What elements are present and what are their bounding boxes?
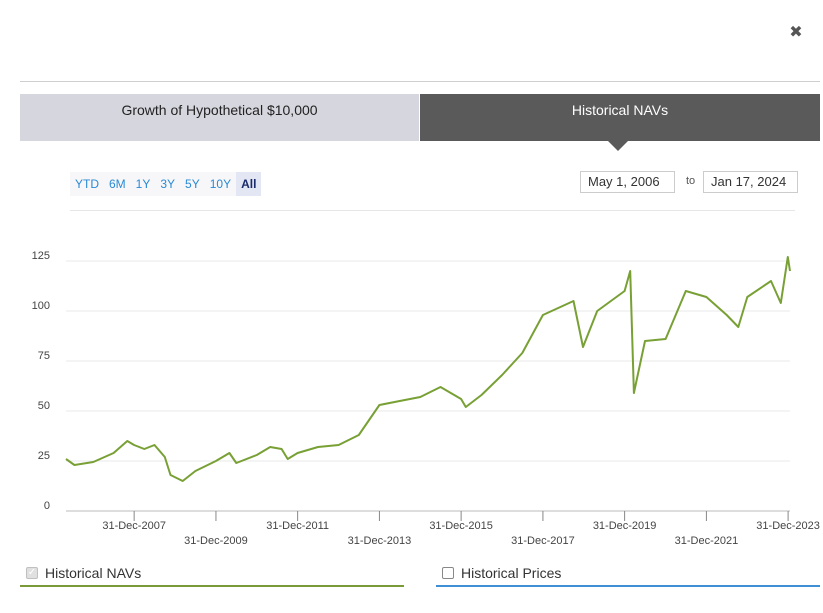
range-5y-button[interactable]: 5Y xyxy=(185,177,200,191)
y-tick-label: 75 xyxy=(38,350,50,362)
legend-navs-label: Historical NAVs xyxy=(45,564,142,581)
legend-historical-navs[interactable]: ✓ Historical NAVs xyxy=(20,560,404,587)
range-ytd-button[interactable]: YTD xyxy=(75,177,99,191)
x-tick-label: 31-Dec-2007 xyxy=(102,520,166,532)
x-tick-label: 31-Dec-2019 xyxy=(593,520,657,532)
range-10y-button[interactable]: 10Y xyxy=(209,177,232,191)
active-tab-caret-icon xyxy=(608,141,628,151)
range-3y-button[interactable]: 3Y xyxy=(160,177,176,191)
date-from-input[interactable]: May 1, 2006 xyxy=(580,171,675,193)
legend-historical-prices[interactable]: Historical Prices xyxy=(436,560,820,587)
navs-checkbox-icon[interactable]: ✓ xyxy=(26,566,38,579)
x-tick-label: 31-Dec-2013 xyxy=(348,535,412,547)
header-divider xyxy=(20,81,820,82)
nav-series-line xyxy=(65,256,791,482)
tab-growth-of-10000[interactable]: Growth of Hypothetical $10,000 xyxy=(20,94,419,141)
x-tick-label: 31-Dec-2017 xyxy=(511,535,575,547)
range-all-button[interactable]: All xyxy=(236,172,262,196)
tab-historical-navs[interactable]: Historical NAVs xyxy=(420,94,820,141)
chart-top-divider xyxy=(70,210,795,211)
date-to-label: to xyxy=(686,175,696,187)
date-to-input[interactable]: Jan 17, 2024 xyxy=(703,171,798,193)
range-selector: YTD 6M 1Y 3Y 5Y 10Y All xyxy=(70,172,262,196)
x-tick-label: 31-Dec-2011 xyxy=(266,520,329,532)
tab-navs-label: Historical NAVs xyxy=(571,102,669,118)
y-tick-label: 50 xyxy=(38,400,50,412)
x-tick-label: 31-Dec-2009 xyxy=(184,535,248,547)
tab-growth-label: Growth of Hypothetical $10,000 xyxy=(121,102,318,118)
prices-checkbox-icon[interactable] xyxy=(442,566,454,579)
y-tick-label: 0 xyxy=(44,500,50,512)
x-tick-label: 31-Dec-2015 xyxy=(429,520,493,532)
x-tick-label: 31-Dec-2021 xyxy=(675,535,739,547)
legend-prices-label: Historical Prices xyxy=(461,564,562,581)
close-icon[interactable]: ✖ xyxy=(789,24,803,41)
y-tick-label: 25 xyxy=(38,450,50,462)
range-1y-button[interactable]: 1Y xyxy=(135,177,151,191)
y-tick-label: 100 xyxy=(32,300,50,312)
range-6m-button[interactable]: 6M xyxy=(109,177,126,191)
x-tick-label: 31-Dec-2023 xyxy=(756,520,820,532)
y-tick-label: 125 xyxy=(32,250,50,262)
